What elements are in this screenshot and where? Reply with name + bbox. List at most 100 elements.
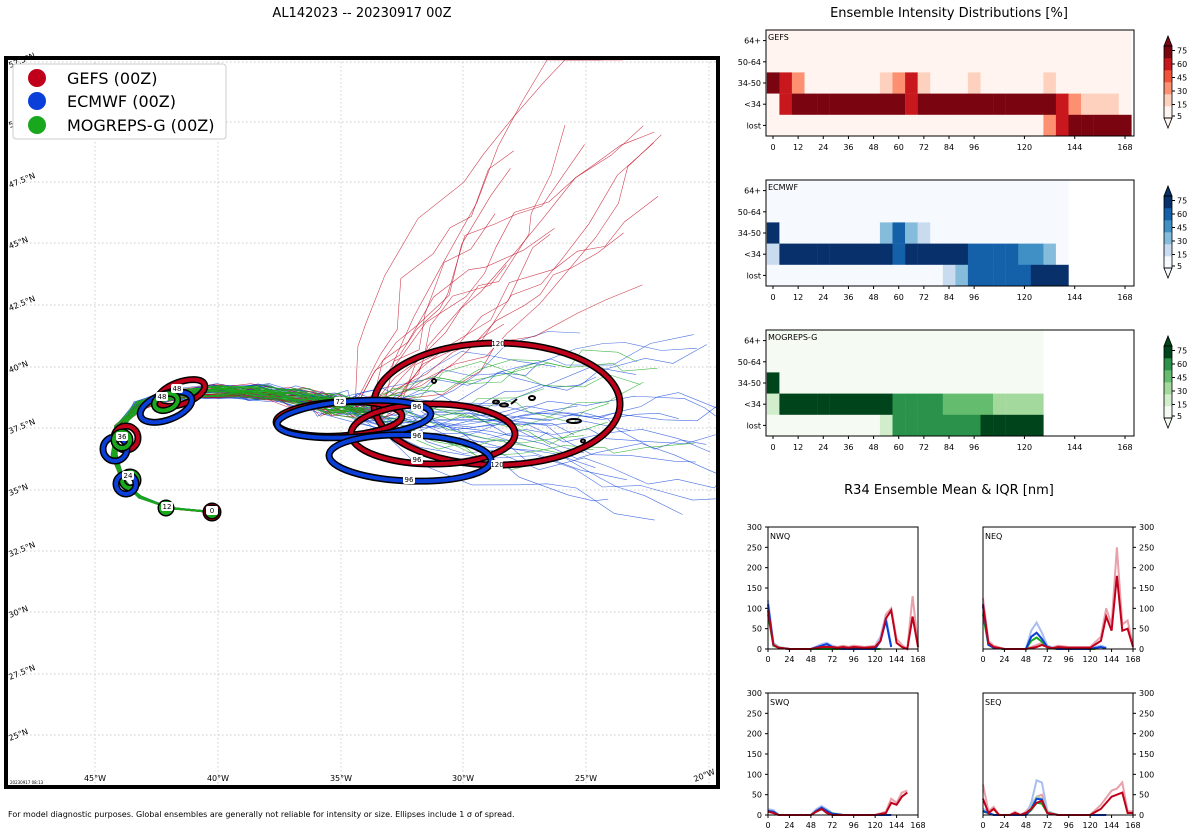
heatmap-cell: [766, 243, 780, 265]
x-tick-label: 84: [944, 143, 954, 152]
heatmap-cell: [1005, 180, 1019, 202]
heatmap-cell: [993, 393, 1006, 415]
colorbar-segment: [1164, 106, 1172, 119]
heatmap-cell: [829, 72, 843, 94]
heatmap-cell: [993, 114, 1006, 137]
heatmap-cell: [1005, 201, 1019, 223]
ellipse-hour-label: 0: [210, 507, 214, 515]
ellipse-hour-label: 120: [491, 340, 504, 348]
legend-label-gefs: GEFS (00Z): [67, 69, 157, 88]
heatmap-cell: [879, 201, 893, 223]
heatmap-cell: [817, 222, 830, 244]
heatmap-cell: [804, 180, 818, 202]
y-tick-label: 50: [752, 625, 762, 634]
heatmap-cell: [879, 372, 893, 394]
heatmap-cell: [917, 351, 931, 373]
colorbar-tick-label: 75: [1177, 197, 1187, 206]
heatmap-cell: [1018, 393, 1031, 415]
x-tick-label: 0: [980, 821, 985, 830]
ellipse-hour-label: 72: [336, 398, 345, 406]
heatmap-cell: [1081, 30, 1094, 52]
x-tick-label: 48: [1021, 655, 1031, 664]
x-tick-label: 36: [843, 443, 853, 452]
heatmap-cell: [879, 222, 893, 244]
heatmap-cell: [955, 222, 969, 244]
heatmap-cell: [779, 222, 793, 244]
heatmap-cell: [829, 372, 843, 394]
heatmap-cell: [892, 180, 906, 202]
heatmap-cell: [1055, 51, 1069, 73]
footer-note: For model diagnostic purposes. Global en…: [8, 810, 515, 819]
y-tick-label: 34-50: [738, 379, 761, 388]
y-tick-label: 250: [1139, 709, 1154, 718]
heatmap-cell: [1093, 114, 1107, 137]
colorbar-segment: [1164, 370, 1172, 383]
colorbar-tick-label: 75: [1177, 347, 1187, 356]
heatmap-cell: [892, 330, 906, 352]
heatmap-cell: [817, 180, 830, 202]
heatmap-cell: [791, 180, 805, 202]
ellipse-label-bg: [116, 432, 128, 441]
y-tick-label: 50: [1139, 625, 1149, 634]
heatmap-cell: [930, 114, 943, 137]
heatmap-cell: [867, 93, 881, 115]
x-tick-label: 120: [1083, 655, 1098, 664]
heatmap-cell: [955, 372, 969, 394]
heatmap-cell: [905, 222, 918, 244]
heatmap-cell: [942, 180, 956, 202]
heatmap-cell: [930, 201, 943, 223]
heatmap-cell: [892, 72, 906, 94]
heatmap-cell: [1030, 51, 1044, 73]
colorbar-tick-label: 5: [1177, 112, 1182, 121]
heatmap-cell: [1018, 114, 1031, 137]
intensity-heatmaps: GEFS 64+ 50-64 34-50 <34 lost 0 12 24 36 48 60 72 84 9…: [738, 29, 1187, 452]
y-tick-label: 100: [1139, 770, 1154, 779]
colorbar-segment: [1164, 256, 1172, 269]
y-tick-label: 64+: [744, 37, 761, 46]
heatmap-cell: [804, 72, 818, 94]
heatmap-cell: [980, 222, 994, 244]
heatmap-cell: [1093, 93, 1107, 115]
heatmap-cell: [967, 114, 981, 137]
heatmap-cell: [980, 201, 994, 223]
heatmap-cell: [804, 222, 818, 244]
heatmap-cell: [766, 393, 780, 415]
heatmap-cell: [980, 264, 994, 287]
heatmap-cell: [967, 243, 981, 265]
heatmap-cell: [993, 51, 1006, 73]
heatmap-cell: [980, 180, 994, 202]
x-tick-label: 144: [1067, 293, 1082, 302]
heatmap-cell: [829, 330, 843, 352]
heatmap-cell: [1043, 51, 1057, 73]
heatmap-name: MOGREPS-G: [768, 333, 817, 342]
x-tick-label: 24: [999, 655, 1009, 664]
heatmap-cell: [854, 243, 868, 265]
heatmap-cell: [905, 72, 918, 94]
heatmap-cell: [829, 30, 843, 52]
heatmap-cell: [930, 72, 943, 94]
heatmap-cell: [905, 243, 918, 265]
heatmap-cell: [1018, 222, 1031, 244]
map-timestamp: 20230917 08:13: [10, 780, 44, 785]
r34-panel-name: NWQ: [770, 532, 790, 541]
heatmap-cell: [1030, 330, 1044, 352]
heatmap-cell: [1055, 243, 1069, 265]
colorbar-frame: [1163, 345, 1173, 419]
heatmap-cell: [779, 264, 793, 287]
heatmap-cell: [1030, 180, 1044, 202]
heatmap-cell: [955, 243, 969, 265]
heatmap-cell: [817, 264, 830, 287]
heatmap-cell: [779, 351, 793, 373]
heatmap-cell: [842, 72, 855, 94]
x-tick-label: 144: [1104, 821, 1119, 830]
heatmap-cell: [829, 180, 843, 202]
heatmap-cell: [905, 51, 918, 73]
heatmap-cell: [917, 222, 931, 244]
ellipse-label-bg: [492, 339, 504, 348]
heatmap-cell: [779, 114, 793, 137]
x-tick-label: 168: [1125, 655, 1140, 664]
heatmap-cell: [1043, 114, 1057, 137]
x-tick-label: 120: [868, 655, 883, 664]
heatmap-cell: [1118, 72, 1132, 94]
legend-marker-gefs: [28, 69, 46, 87]
